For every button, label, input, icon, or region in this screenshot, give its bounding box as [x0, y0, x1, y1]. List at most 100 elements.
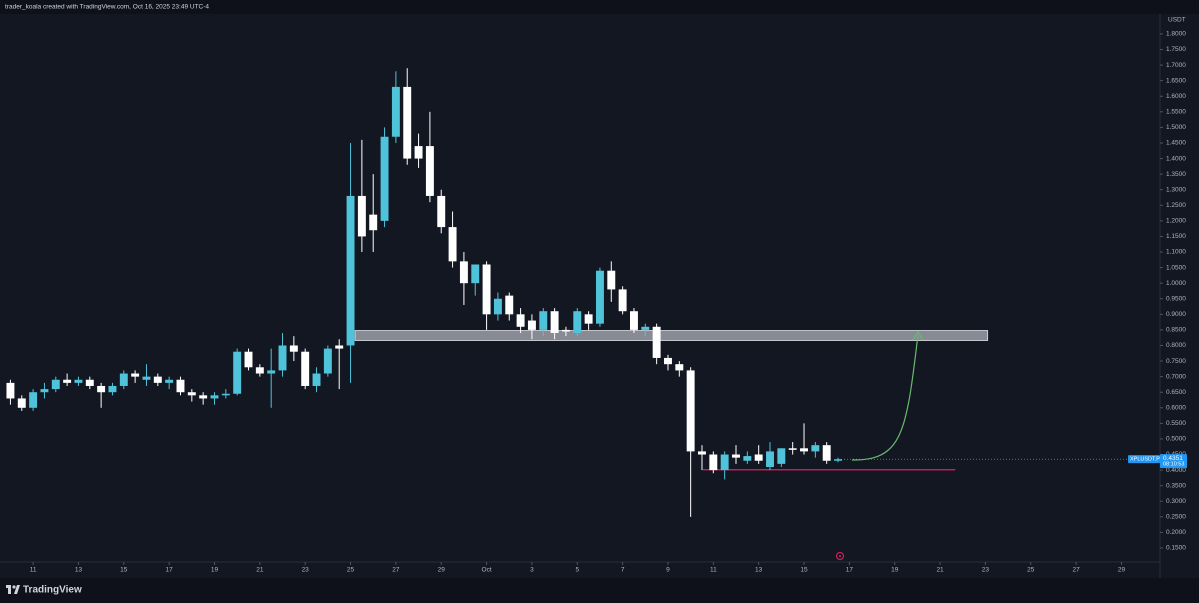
candle-body — [607, 270, 616, 290]
candle-body — [561, 329, 570, 332]
y-tick-label: 0.9500 — [1166, 295, 1186, 302]
symbol-tag — [1128, 455, 1160, 464]
y-tick-label: 0.4000 — [1166, 467, 1186, 474]
y-tick-label: 1.1500 — [1166, 233, 1186, 240]
candle-body — [754, 454, 763, 461]
x-tick-label: 15 — [800, 567, 808, 574]
brand-name: TradingView — [23, 585, 82, 596]
candle-body — [369, 214, 378, 231]
y-tick-label: 0.2000 — [1166, 529, 1186, 536]
candle-body — [108, 385, 117, 393]
candle-body — [414, 146, 423, 159]
price-tag — [1160, 454, 1187, 469]
x-tick-label: 15 — [120, 567, 128, 574]
candle-body — [459, 261, 468, 284]
candle-body — [267, 370, 276, 374]
x-tick-label: 29 — [1118, 567, 1126, 574]
y-tick-label: 1.5500 — [1166, 109, 1186, 116]
candle-body — [289, 345, 298, 352]
y-tick-label: 1.2000 — [1166, 218, 1186, 225]
header-bar — [0, 0, 1199, 14]
candle-body — [119, 373, 128, 386]
candle-body — [811, 445, 820, 452]
x-tick-label: 13 — [755, 567, 763, 574]
y-tick-label: 1.2500 — [1166, 202, 1186, 209]
candle-body — [448, 227, 457, 262]
candle-body — [505, 295, 514, 315]
x-tick-label: 17 — [846, 567, 854, 574]
x-tick-label: 19 — [891, 567, 899, 574]
candle-body — [595, 270, 604, 324]
candle-body — [675, 364, 684, 371]
y-tick-label: 0.8000 — [1166, 342, 1186, 349]
candle-body — [698, 451, 706, 455]
x-tick-label: 29 — [438, 567, 446, 574]
y-tick-label: 1.6000 — [1166, 93, 1186, 100]
candle-body — [527, 320, 536, 330]
y-tick-label: 0.3000 — [1166, 498, 1186, 505]
candle-body — [709, 454, 718, 471]
candle-body — [210, 395, 219, 399]
x-tick-label: 11 — [30, 567, 37, 574]
candle-body — [176, 379, 185, 393]
x-tick-label: 11 — [710, 567, 717, 574]
event-icon — [836, 552, 844, 560]
x-tick-label: 23 — [982, 567, 990, 574]
candle-body — [800, 448, 808, 452]
candle-body — [686, 370, 695, 452]
candle-body — [131, 373, 140, 377]
candle-body — [834, 459, 842, 461]
footer-bar — [0, 578, 1199, 603]
y-tick-label: 1.3500 — [1166, 171, 1186, 178]
candle-body — [199, 395, 208, 399]
candle-body — [618, 289, 627, 312]
candle-body — [233, 351, 242, 394]
candle-body — [493, 298, 502, 315]
candle-body — [788, 448, 797, 450]
candle-body — [766, 451, 774, 467]
candle-body — [357, 195, 366, 237]
candle-body — [323, 348, 332, 374]
y-tick-label: 0.1500 — [1166, 545, 1186, 552]
plot-area — [6, 68, 989, 517]
candle-body — [165, 379, 174, 383]
x-tick-label: 3 — [530, 567, 534, 574]
x-tick-label: 21 — [936, 567, 944, 574]
y-tick-label: 1.4500 — [1166, 140, 1186, 147]
y-tick-label: 0.6000 — [1166, 405, 1186, 412]
logo-part — [8, 585, 11, 594]
brand-logo — [6, 585, 20, 594]
candle-body — [278, 345, 287, 371]
y-tick-label: 1.8000 — [1166, 31, 1186, 38]
candle-body — [97, 385, 106, 393]
candle-body — [312, 373, 321, 386]
x-tick-label: 25 — [347, 567, 355, 574]
y-tick-label: 1.6500 — [1166, 77, 1186, 84]
candle-body — [346, 195, 355, 346]
currency-label: USDT — [1168, 17, 1186, 24]
x-tick-label: 23 — [302, 567, 310, 574]
candle-body — [550, 311, 559, 334]
y-tick-label: 1.7000 — [1166, 62, 1186, 69]
resistance-zone — [354, 330, 989, 341]
logo-part — [14, 585, 20, 594]
x-tick-label: 7 — [621, 567, 625, 574]
candle-body — [664, 357, 672, 365]
candle-body — [187, 392, 196, 396]
header-text: trader_koala created with TradingView.co… — [5, 4, 209, 11]
candle-body — [539, 311, 548, 330]
candle-body — [40, 389, 49, 393]
candle-body — [74, 379, 83, 383]
x-tick-label: 27 — [392, 567, 400, 574]
candle-body — [437, 195, 446, 228]
y-tick-label: 1.0500 — [1166, 264, 1186, 271]
candle-body — [244, 351, 253, 368]
candle-body — [63, 379, 72, 383]
y-tick-label: 1.1000 — [1166, 249, 1186, 256]
y-tick-label: 0.5000 — [1166, 436, 1186, 443]
candle-body — [255, 367, 264, 374]
candle-body — [482, 264, 491, 315]
candle-body — [6, 382, 15, 399]
projection-arrow — [851, 334, 919, 461]
